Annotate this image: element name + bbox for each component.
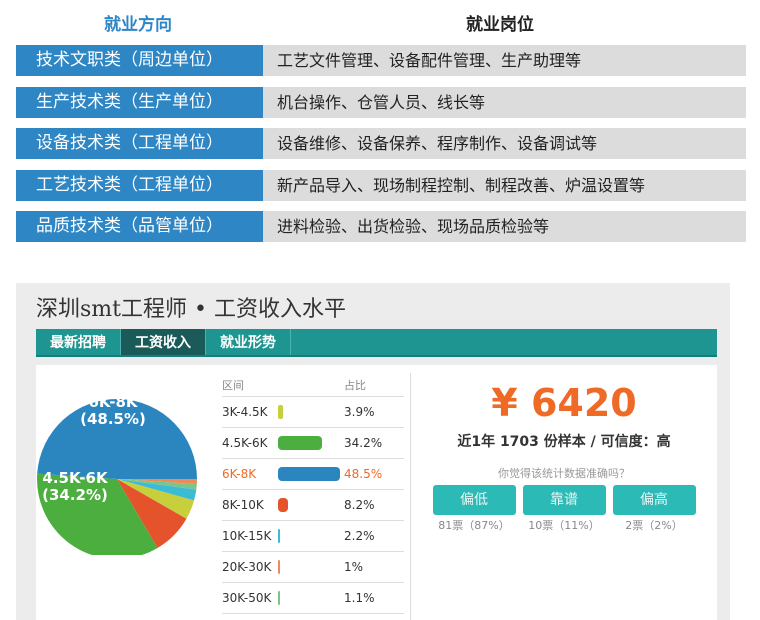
table-row: 工艺技术类（工程单位） 新产品导入、现场制程控制、制程改善、炉温设置等 [16, 170, 746, 201]
header-position: 就业岗位 [466, 15, 534, 35]
ratio-value: 2.2% [344, 529, 375, 543]
ratio-header: 占比 [344, 378, 366, 392]
ratio-bar [278, 560, 280, 574]
tab-employment[interactable]: 就业形势 [206, 329, 291, 355]
direction-cell: 品质技术类（品管单位） [16, 211, 263, 242]
vote-low-count: 81票（87%） [438, 519, 510, 532]
table-header: 区间 占比 [222, 373, 404, 397]
pie-slice-8K-10K [117, 479, 187, 548]
ratio-value: 8.2% [344, 498, 375, 512]
vote-accurate-button[interactable]: 靠谱 [522, 485, 606, 515]
positions-cell: 机台操作、仓管人员、线长等 [263, 87, 746, 118]
ratio-value: 48.5% [344, 467, 383, 481]
positions-cell: 工艺文件管理、设备配件管理、生产助理等 [263, 45, 746, 76]
direction-cell: 生产技术类（生产单位） [16, 87, 263, 118]
pie-label: (48.5%) [80, 410, 146, 428]
range-label: 8K-10K [222, 498, 264, 512]
ratio-value: 1% [344, 560, 364, 574]
divider [410, 373, 411, 620]
range-label: 30K-50K [222, 591, 272, 605]
average-salary: ¥ 6420 [491, 381, 637, 425]
pie-label: 6K-8K [88, 393, 138, 411]
table-row: 3K-4.5K 3.9% [222, 397, 404, 428]
header-direction: 就业方向 [104, 15, 172, 35]
salary-table: 区间 占比 3K-4.5K 3.9% 4.5K-6K 34.2% 6K-8K 48.5% 8… [222, 373, 404, 614]
table-row: 4.5K-6K 34.2% [222, 428, 404, 459]
tab-latest-jobs[interactable]: 最新招聘 [36, 329, 121, 355]
direction-cell: 工艺技术类（工程单位） [16, 170, 263, 201]
pie-slice-6K-8K [37, 398, 197, 479]
pie-slice-20K-30K [117, 479, 197, 485]
positions-cell: 设备维修、设备保养、程序制作、设备调试等 [263, 128, 746, 159]
ratio-bar [278, 529, 280, 543]
sample-info: 近1年 1703 份样本 / 可信度：高 [457, 434, 671, 450]
ratio-value: 34.2% [344, 436, 383, 450]
tab-salary[interactable]: 工资收入 [121, 329, 206, 355]
positions-cell: 新产品导入、现场制程控制、制程改善、炉温设置等 [263, 170, 746, 201]
pie-label: 4.5K-6K [42, 469, 109, 487]
table-row: 8K-10K 8.2% [222, 490, 404, 521]
ratio-value: 3.9% [344, 405, 375, 419]
ratio-bar [278, 498, 289, 512]
direction-cell: 设备技术类（工程单位） [16, 128, 263, 159]
range-label: 10K-15K [222, 529, 272, 543]
table-row: 生产技术类（生产单位） 机台操作、仓管人员、线长等 [16, 87, 746, 118]
panel-title: 深圳smt工程师 • 工资收入水平 [36, 297, 346, 322]
vote-high-count: 2票（2%） [625, 519, 683, 532]
ratio-bar [278, 591, 280, 605]
direction-cell: 技术文职类（周边单位） [16, 45, 263, 76]
vote-accurate-count: 10票（11%） [528, 519, 600, 532]
pie-slice-10K-15K [117, 479, 197, 501]
range-header: 区间 [222, 378, 244, 392]
pie-label: (34.2%) [42, 486, 108, 504]
vote-low-button[interactable]: 偏低 [432, 485, 516, 515]
range-label: 3K-4.5K [222, 405, 268, 419]
salary-summary: ¥ 6420 近1年 1703 份样本 / 可信度：高 你觉得该统计数据准确吗？… [411, 365, 717, 533]
pie-slice-30K-50K [117, 479, 197, 490]
positions-cell: 进料检验、出货检验、现场品质检验等 [263, 211, 746, 242]
table-row: 6K-8K 48.5% [222, 459, 404, 490]
ratio-bar [278, 405, 283, 419]
ratio-bar [278, 467, 340, 481]
range-label: 20K-30K [222, 560, 272, 574]
range-label: 4.5K-6K [222, 436, 268, 450]
ratio-bar [278, 436, 322, 450]
tab-bar: 最新招聘 工资收入 就业形势 [36, 329, 717, 357]
vote-high-button[interactable]: 偏高 [612, 485, 696, 515]
accuracy-question: 你觉得该统计数据准确吗？ [498, 467, 630, 480]
pie-slice-4.5K-6K [37, 473, 158, 555]
table-row: 10K-15K 2.2% [222, 521, 404, 552]
salary-panel: 深圳smt工程师 • 工资收入水平 最新招聘 工资收入 就业形势 6K-8K (4… [16, 283, 730, 620]
table-row: 20K-30K 1% [222, 552, 404, 583]
table-row: 30K-50K 1.1% [222, 583, 404, 614]
table-row: 品质技术类（品管单位） 进料检验、出货检验、现场品质检验等 [16, 211, 746, 242]
table-row: 设备技术类（工程单位） 设备维修、设备保养、程序制作、设备调试等 [16, 128, 746, 159]
pie-slice-3K-4.5K [117, 479, 195, 519]
salary-pie-chart: 6K-8K(48.5%) 4.5K-6K(34.2%) [37, 393, 197, 555]
salary-content: 6K-8K (48.5%) 4.5K-6K (34.2%) 区间 占比 3K-4.5K… [36, 365, 717, 620]
ratio-value: 1.1% [344, 591, 375, 605]
table-row: 技术文职类（周边单位） 工艺文件管理、设备配件管理、生产助理等 [16, 45, 746, 76]
range-label: 6K-8K [222, 467, 257, 481]
